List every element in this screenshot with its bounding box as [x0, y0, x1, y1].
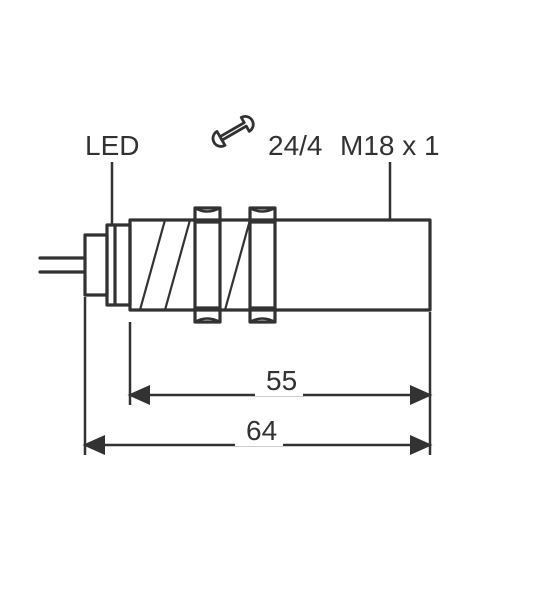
thread-label: M18 x 1 — [340, 130, 440, 161]
sensor-body — [40, 208, 430, 322]
wrench-icon — [210, 113, 256, 149]
dim-64-value-top: 64 — [246, 415, 277, 446]
led-label: LED — [85, 130, 139, 161]
sensor-technical-drawing: LED 24/4 M18 x 1 55 64 — [0, 0, 549, 590]
wrench-size-label: 24/4 — [268, 130, 323, 161]
dim-55-value-top: 55 — [266, 365, 297, 396]
drawing-svg: LED 24/4 M18 x 1 55 64 — [0, 0, 549, 590]
